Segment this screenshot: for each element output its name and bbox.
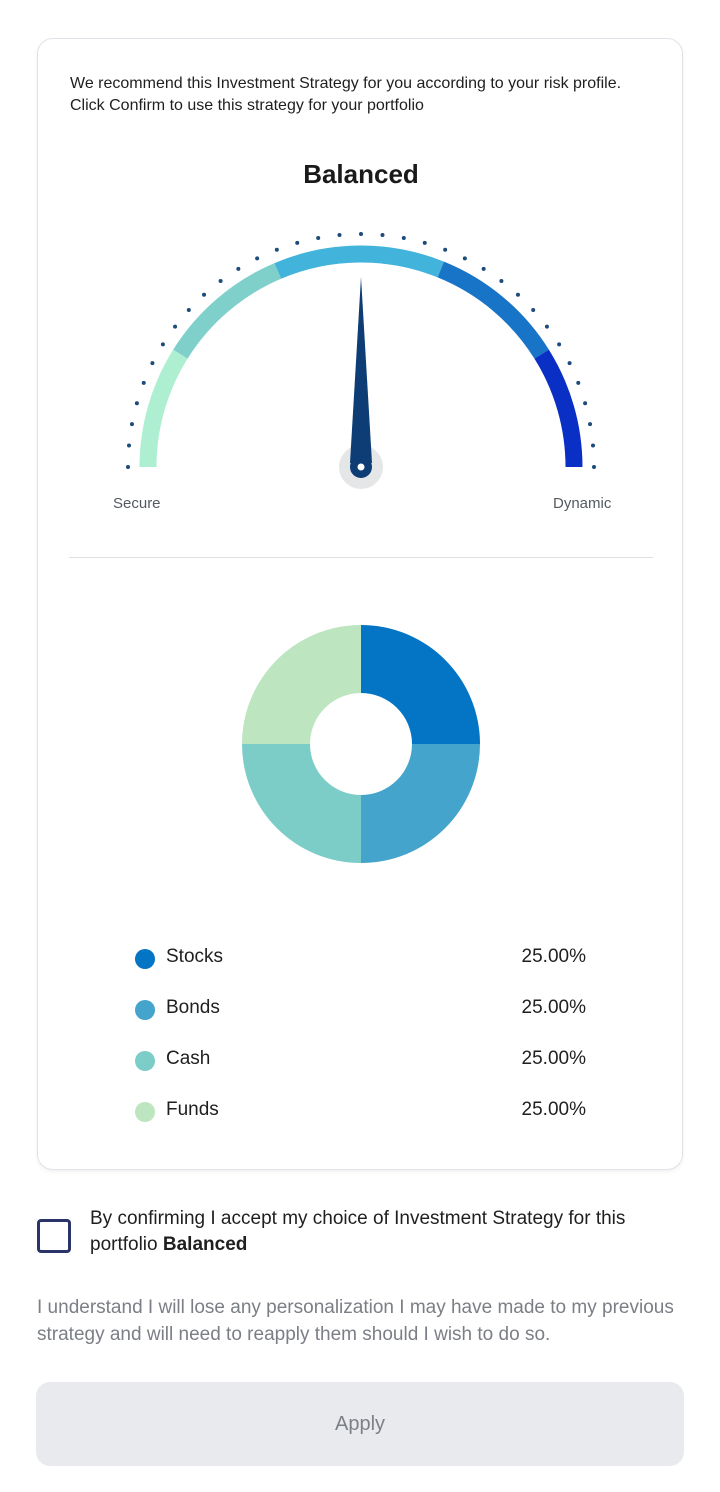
legend-label: Bonds: [166, 997, 220, 1018]
needle-pin: [357, 463, 365, 471]
gauge-min-label: Secure: [113, 495, 161, 512]
gauge-dot: [202, 292, 207, 297]
gauge-dot: [295, 240, 300, 245]
apply-button[interactable]: Apply: [36, 1382, 684, 1466]
legend-color-dot: [135, 1000, 155, 1020]
gauge-dot: [583, 401, 588, 406]
risk-gauge: [126, 232, 596, 489]
donut-slice-cash: [242, 744, 361, 863]
gauge-segment: [437, 261, 549, 359]
gauge-dot: [515, 292, 520, 297]
gauge-dot: [401, 235, 406, 240]
donut-slice-bonds: [361, 744, 480, 863]
legend-item: Funds 25.00%: [134, 1096, 594, 1147]
legend-item: Cash 25.00%: [134, 1045, 594, 1096]
gauge-dot: [422, 240, 427, 245]
consent-checkbox[interactable]: [37, 1219, 71, 1253]
donut-slice-stocks: [361, 625, 480, 744]
legend-item: Bonds 25.00%: [134, 994, 594, 1045]
gauge-dot: [544, 324, 549, 329]
legend-label: Funds: [166, 1099, 219, 1120]
legend-value: 25.00%: [521, 1048, 586, 1069]
legend-item: Stocks 25.00%: [134, 943, 594, 994]
gauge-segment: [274, 245, 444, 279]
gauge-dot: [236, 266, 241, 271]
gauge-segment: [139, 349, 188, 468]
gauge-dot: [443, 247, 448, 252]
legend-color-dot: [135, 1051, 155, 1071]
gauge-dot: [567, 361, 572, 366]
gauge-dot: [186, 308, 191, 313]
gauge-dot: [126, 465, 130, 469]
gauge-needle: [339, 277, 383, 489]
consent-strategy-name: Balanced: [162, 1234, 248, 1255]
recommendation-line-1: We recommend this Investment Strategy fo…: [70, 75, 622, 92]
legend-value: 25.00%: [521, 1099, 586, 1120]
gauge-dot: [126, 443, 131, 448]
recommendation-line-2: Click Confirm to use this strategy for y…: [70, 97, 424, 114]
recommendation-text: We recommend this Investment Strategy fo…: [70, 73, 660, 117]
gauge-dot: [592, 465, 596, 469]
gauge-dot: [588, 422, 593, 427]
gauge-dot: [531, 308, 536, 313]
gauge-dot: [337, 232, 342, 237]
gauge-dot: [160, 342, 165, 347]
allocation-legend: Stocks 25.00% Bonds 25.00% Cash 25.00% Funds 25…: [134, 943, 594, 1147]
consent-text: By confirming I accept my choice of Inve…: [90, 1206, 670, 1258]
legend-label: Stocks: [166, 946, 224, 967]
legend-value: 25.00%: [521, 997, 586, 1018]
donut-slice-funds: [242, 625, 361, 744]
gauge-dot: [129, 422, 134, 427]
gauge-dot: [141, 380, 146, 385]
gauge-dot: [481, 266, 486, 271]
gauge-dot: [218, 279, 223, 284]
strategy-card: We recommend this Investment Strategy fo…: [37, 38, 683, 1170]
gauge-dot: [274, 247, 279, 252]
gauge-dot: [173, 324, 178, 329]
legend-color-dot: [135, 949, 155, 969]
divider: [69, 557, 653, 558]
gauge-dot: [255, 256, 260, 261]
needle-pointer: [350, 277, 372, 463]
gauge-dot: [576, 380, 581, 385]
legend-value: 25.00%: [521, 946, 586, 967]
consent-text-body: By confirming I accept my choice of Inve…: [90, 1208, 626, 1255]
gauge-dot: [557, 342, 562, 347]
disclaimer-text: I understand I will lose any personaliza…: [37, 1297, 674, 1345]
gauge-dot: [591, 443, 596, 448]
gauge-max-label: Dynamic: [553, 495, 612, 512]
gauge-dot: [462, 256, 467, 261]
gauge-dot: [150, 361, 155, 366]
gauge-dot: [380, 232, 385, 237]
gauge-segment: [173, 263, 282, 359]
gauge-dot: [359, 232, 363, 236]
legend-color-dot: [135, 1102, 155, 1122]
consent-row: By confirming I accept my choice of Inve…: [37, 1206, 683, 1266]
gauge-dot: [499, 279, 504, 284]
gauge-dot: [316, 235, 321, 240]
gauge-segment: [534, 349, 583, 468]
allocation-donut-chart: [242, 625, 480, 863]
legend-label: Cash: [166, 1048, 211, 1069]
gauge-dot: [134, 401, 139, 406]
strategy-title: Balanced: [303, 159, 419, 189]
